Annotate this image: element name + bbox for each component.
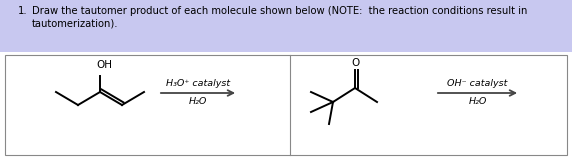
- Text: OH: OH: [96, 60, 112, 70]
- Bar: [0, 0, 572, 52]
- Text: OH⁻ catalyst: OH⁻ catalyst: [447, 79, 508, 88]
- Text: 1.: 1.: [18, 6, 27, 16]
- Text: H₂O: H₂O: [189, 97, 207, 106]
- Text: Draw the tautomer product of each molecule shown below (NOTE:  the reaction cond: Draw the tautomer product of each molecu…: [32, 6, 527, 16]
- Text: O: O: [352, 58, 360, 68]
- Text: H₂O: H₂O: [468, 97, 487, 106]
- Text: H₃O⁺ catalyst: H₃O⁺ catalyst: [166, 79, 230, 88]
- Bar: [5, 55, 567, 155]
- Text: tautomerization).: tautomerization).: [32, 19, 118, 29]
